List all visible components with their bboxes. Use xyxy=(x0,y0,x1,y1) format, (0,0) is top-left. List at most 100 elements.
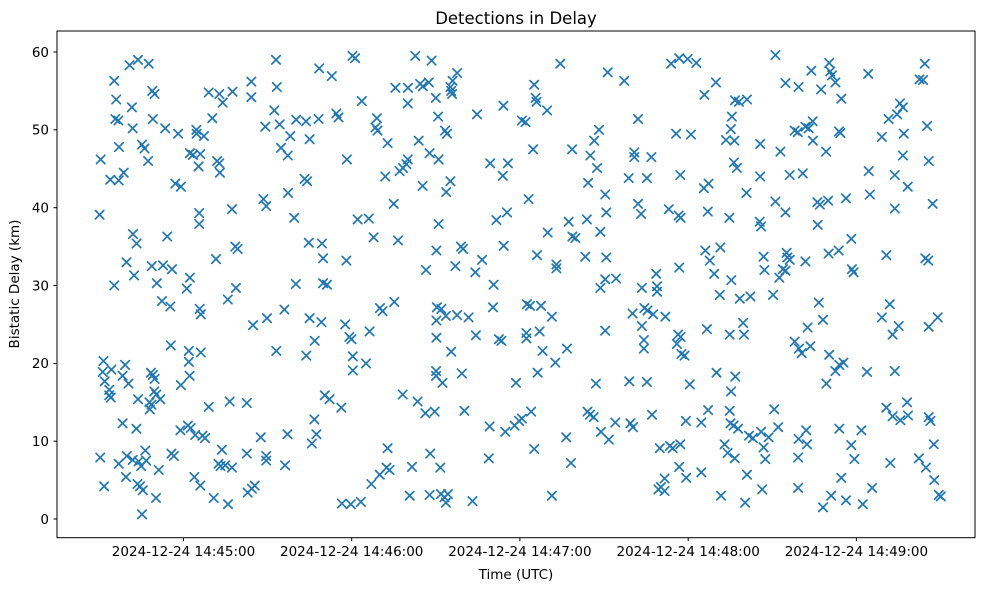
data-point-marker xyxy=(484,421,495,432)
data-point-marker xyxy=(632,113,644,125)
data-point-marker xyxy=(803,123,814,134)
data-point-marker xyxy=(570,232,581,244)
data-point-marker xyxy=(210,254,222,265)
data-point-marker xyxy=(132,54,144,65)
data-point-marker xyxy=(698,183,709,194)
data-point-marker xyxy=(194,218,205,230)
data-point-marker xyxy=(203,401,214,412)
data-point-marker xyxy=(157,260,169,271)
data-point-marker xyxy=(132,394,144,405)
data-point-marker xyxy=(173,128,184,139)
data-point-marker xyxy=(526,406,537,417)
data-point-marker xyxy=(638,334,649,346)
data-point-marker xyxy=(588,412,599,423)
data-point-marker xyxy=(450,261,461,272)
data-point-marker xyxy=(412,396,423,407)
data-point-marker xyxy=(166,264,178,275)
data-point-marker xyxy=(380,171,391,182)
data-point-marker xyxy=(793,482,804,493)
data-point-marker xyxy=(149,88,160,100)
data-point-marker xyxy=(682,53,693,65)
data-point-marker xyxy=(364,326,375,337)
data-point-marker xyxy=(738,317,749,328)
data-point-marker xyxy=(261,455,272,466)
data-point-marker xyxy=(775,146,786,157)
data-point-marker xyxy=(118,167,129,178)
data-point-marker xyxy=(181,283,192,294)
data-point-marker xyxy=(741,469,753,480)
data-point-marker xyxy=(914,74,925,85)
data-point-marker xyxy=(801,425,812,436)
data-point-marker xyxy=(129,270,140,281)
data-point-marker xyxy=(724,329,735,340)
data-point-marker xyxy=(336,498,347,509)
data-point-marker xyxy=(300,116,312,127)
data-point-marker xyxy=(168,450,179,462)
data-point-marker xyxy=(793,343,804,354)
data-point-marker xyxy=(199,433,211,444)
data-point-marker xyxy=(680,415,691,426)
data-point-marker xyxy=(270,54,282,65)
data-point-marker xyxy=(610,417,621,428)
data-point-marker xyxy=(255,432,266,443)
data-point-marker xyxy=(817,314,829,325)
data-point-marker xyxy=(734,293,745,304)
data-point-marker xyxy=(758,251,769,262)
data-point-marker xyxy=(433,154,444,165)
data-point-marker xyxy=(595,426,607,437)
data-point-marker xyxy=(892,109,903,120)
data-point-marker xyxy=(524,300,536,311)
data-point-marker xyxy=(623,173,634,184)
data-point-marker xyxy=(821,146,832,157)
data-point-marker xyxy=(406,461,418,472)
data-point-marker xyxy=(876,312,887,323)
data-point-marker xyxy=(470,267,481,278)
data-point-marker xyxy=(222,294,233,305)
data-point-marker xyxy=(696,467,707,478)
data-point-marker xyxy=(216,444,227,455)
data-point-marker xyxy=(471,109,483,120)
data-point-marker xyxy=(565,457,577,469)
x-tick-label: 2024-12-24 14:46:00 xyxy=(280,544,423,560)
data-point-marker xyxy=(722,447,733,458)
data-point-marker xyxy=(435,462,446,473)
data-point-marker xyxy=(546,490,557,501)
data-point-marker xyxy=(784,169,795,181)
data-point-marker xyxy=(714,289,725,300)
data-point-marker xyxy=(636,320,647,332)
data-point-marker xyxy=(452,67,463,79)
data-point-marker xyxy=(226,204,238,215)
data-point-marker xyxy=(355,496,366,507)
data-point-marker xyxy=(271,81,282,93)
data-point-marker xyxy=(143,155,154,167)
data-point-marker xyxy=(830,77,841,88)
y-tick-label: 20 xyxy=(32,356,49,372)
data-point-marker xyxy=(814,199,825,210)
data-point-marker xyxy=(555,58,566,69)
data-point-marker xyxy=(895,415,906,426)
data-point-marker xyxy=(430,92,441,103)
data-point-marker xyxy=(269,105,280,116)
data-point-marker xyxy=(131,238,142,249)
data-point-marker xyxy=(105,392,116,403)
data-point-marker xyxy=(918,74,929,86)
data-point-marker xyxy=(840,193,852,204)
data-point-marker xyxy=(770,50,781,61)
data-point-marker xyxy=(382,138,393,149)
data-point-marker xyxy=(483,453,494,464)
data-point-marker xyxy=(876,131,887,142)
data-point-marker xyxy=(113,141,125,153)
data-point-marker xyxy=(632,198,644,209)
data-point-marker xyxy=(136,509,148,520)
data-point-marker xyxy=(126,102,137,113)
data-point-marker xyxy=(94,209,105,220)
data-point-marker xyxy=(654,443,665,454)
data-point-marker xyxy=(719,439,730,450)
data-point-marker xyxy=(336,402,347,413)
data-point-marker xyxy=(675,212,686,223)
data-point-marker xyxy=(153,464,164,476)
data-point-marker xyxy=(382,443,393,454)
data-point-marker xyxy=(371,113,382,124)
data-point-marker xyxy=(149,373,160,384)
